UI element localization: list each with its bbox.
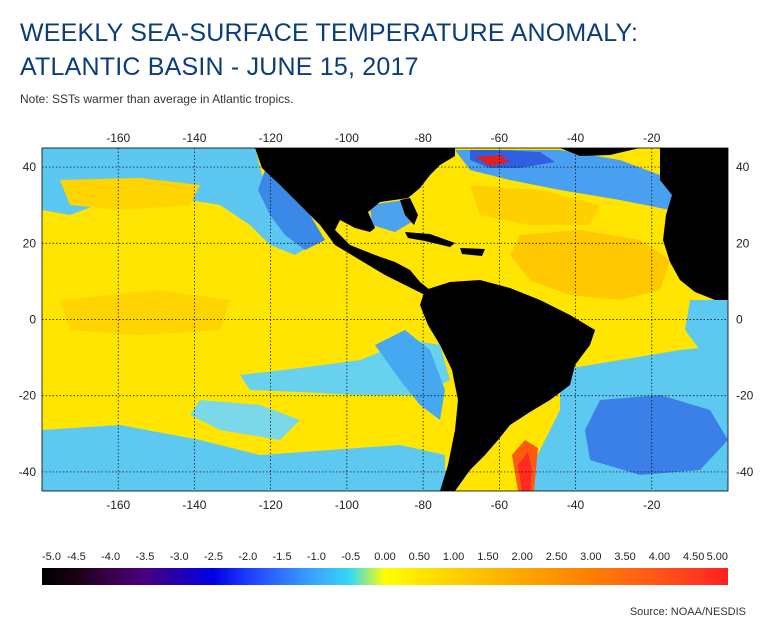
color-scale-label: 2.50 <box>546 551 567 563</box>
hot-patch-core <box>518 452 532 491</box>
latitude-ticks-left: 40 20 0 -20 -40 <box>19 160 37 479</box>
color-scale-labels: -5.0 -4.5 -4.0 -3.5 -3.0 -2.5 -2.0 -1.5 -1.0 -0.5… <box>42 551 728 563</box>
longitude-tick-label: -100 <box>335 498 359 512</box>
latitude-tick-label: 20 <box>23 236 37 250</box>
longitude-tick-label: -80 <box>414 131 432 145</box>
hispaniola-land <box>460 248 485 256</box>
cool-patch-north-pacific <box>42 148 320 255</box>
cool-patch-peru-coast <box>375 330 445 420</box>
cool-patch-south-pacific <box>42 425 445 491</box>
warm-patch-north-atlantic <box>470 185 600 225</box>
color-scale-label: 4.50 <box>683 551 704 563</box>
latitude-tick-label: 20 <box>736 236 750 250</box>
color-scale-label: -4.0 <box>101 551 120 563</box>
color-scale-label: 1.50 <box>477 551 498 563</box>
map-area <box>42 148 728 491</box>
page-title: WEEKLY SEA-SURFACE TEMPERATURE ANOMALY: … <box>20 16 720 84</box>
cool-patch-south-pacific-mid <box>190 400 300 440</box>
south-america-land <box>420 280 595 491</box>
color-scale: -5.0 -4.5 -4.0 -3.5 -3.0 -2.5 -2.0 -1.5 -1.0 -0.5… <box>42 551 728 585</box>
longitude-tick-label: -160 <box>106 498 130 512</box>
longitude-tick-label: -20 <box>643 131 661 145</box>
longitude-tick-label: -40 <box>567 131 585 145</box>
color-scale-label: 0.50 <box>409 551 430 563</box>
cool-patch-guinea <box>685 300 728 360</box>
color-scale-label: -3.0 <box>170 551 189 563</box>
color-scale-label: -1.5 <box>273 551 292 563</box>
longitude-tick-label: -20 <box>643 498 661 512</box>
longitude-tick-label: -40 <box>567 498 585 512</box>
color-scale-label: -2.0 <box>238 551 257 563</box>
latitude-tick-label: -40 <box>19 465 37 479</box>
longitude-tick-label: -120 <box>259 131 283 145</box>
longitude-tick-label: -120 <box>259 498 283 512</box>
color-scale-label: 3.50 <box>614 551 635 563</box>
color-scale-label: -1.0 <box>307 551 326 563</box>
color-scale-label: -2.5 <box>204 551 223 563</box>
florida-land <box>400 198 418 225</box>
land-masses <box>255 148 728 491</box>
latitude-tick-label: 40 <box>736 160 750 174</box>
color-scale-label: -0.5 <box>341 551 360 563</box>
title-line-2: ATLANTIC BASIN - JUNE 15, 2017 <box>20 53 419 81</box>
africa-land <box>660 148 728 300</box>
longitude-tick-label: -80 <box>414 498 432 512</box>
source-credit: Source: NOAA/NESDIS <box>629 606 746 618</box>
longitude-ticks-top: -160 -140 -120 -100 -80 -60 -40 -20 <box>106 131 661 145</box>
color-scale-label: 3.00 <box>580 551 601 563</box>
map-frame <box>41 147 729 492</box>
color-scale-label: 2.00 <box>511 551 532 563</box>
latitude-tick-label: 0 <box>736 313 743 327</box>
color-scale-bar <box>42 568 728 585</box>
warm-patch-nw-pacific <box>60 178 200 210</box>
color-scale-label: 0.00 <box>374 551 395 563</box>
longitude-tick-label: -160 <box>106 131 130 145</box>
warm-patch-south-pacific <box>60 290 230 335</box>
warm-patch-tropical-atlantic <box>510 230 670 300</box>
map-note: Note: SSTs warmer than average in Atlant… <box>20 92 294 106</box>
longitude-tick-label: -140 <box>182 131 206 145</box>
color-scale-label: -4.5 <box>67 551 86 563</box>
latitude-tick-label: 40 <box>23 160 37 174</box>
north-america-land <box>255 148 455 295</box>
ocean-anomaly-patches <box>42 148 728 491</box>
title-line-1: WEEKLY SEA-SURFACE TEMPERATURE ANOMALY: <box>20 19 639 47</box>
latitude-tick-label: 0 <box>29 313 36 327</box>
latitude-tick-label: -20 <box>19 389 37 403</box>
color-scale-label: 5.00 <box>707 551 728 563</box>
color-scale-label: -5.0 <box>42 551 61 563</box>
longitude-tick-label: -60 <box>491 131 509 145</box>
greenland-coast-land <box>560 148 640 156</box>
color-scale-label: -3.5 <box>135 551 154 563</box>
longitude-ticks-bottom: -160 -140 -120 -100 -80 -60 -40 -20 <box>106 498 661 512</box>
longitude-tick-label: -60 <box>491 498 509 512</box>
color-scale-label: 1.00 <box>443 551 464 563</box>
grid-lines <box>42 148 728 491</box>
color-scale-label: 4.00 <box>649 551 670 563</box>
longitude-tick-label: -100 <box>335 131 359 145</box>
cool-patch-south-atlantic-deep <box>585 395 728 475</box>
latitude-tick-label: -20 <box>736 389 754 403</box>
hot-patch-north <box>475 155 510 166</box>
longitude-tick-label: -140 <box>182 498 206 512</box>
cool-patch-north-pacific-deep <box>258 170 325 250</box>
latitude-ticks-right: 40 20 0 -20 -40 <box>736 160 754 479</box>
latitude-tick-label: -40 <box>736 465 754 479</box>
